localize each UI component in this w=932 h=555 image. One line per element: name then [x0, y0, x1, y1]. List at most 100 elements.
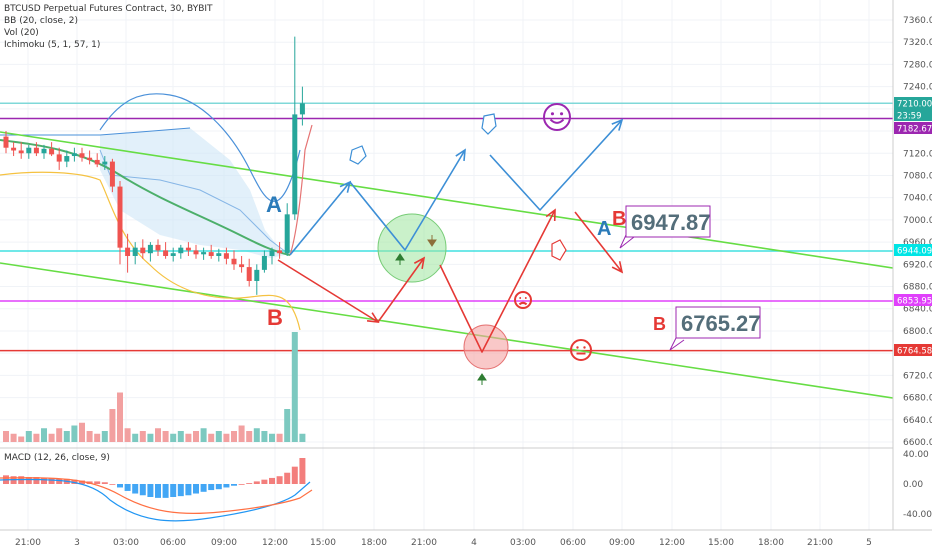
- volume-bar: [261, 431, 268, 442]
- macd-hist-bar: [291, 466, 298, 484]
- macd-hist-bar: [162, 484, 169, 498]
- face-eye: [524, 297, 527, 299]
- time-tick-label: 21:00: [807, 538, 833, 548]
- macd-signal-line: [0, 477, 313, 514]
- up-marker-low: [477, 373, 487, 385]
- macd-hist-bar: [117, 484, 123, 488]
- blue-arrow-3: [489, 119, 623, 211]
- face-outline: [514, 291, 532, 309]
- volume-bar: [200, 428, 207, 442]
- macd-hist-bar: [139, 484, 146, 496]
- red-arrow-3-head: [545, 208, 556, 222]
- blue-arrow-2: [349, 149, 466, 251]
- volume-bar: [10, 433, 17, 442]
- price-badge-text: 7210.00: [897, 100, 932, 110]
- candle-body: [185, 247, 191, 251]
- time-tick-label: 06:00: [160, 538, 186, 548]
- macd-hist-bar: [185, 484, 192, 496]
- volume-bar: [284, 409, 291, 442]
- macd-hist-bar: [25, 477, 32, 484]
- candle-body: [71, 153, 77, 157]
- macd-tick-label: -40.00: [903, 510, 932, 520]
- macd-hist-bar: [147, 484, 154, 497]
- price-badge: [894, 244, 932, 256]
- macd-hist-bar: [132, 484, 139, 494]
- macd-hist-bar: [246, 483, 253, 484]
- price-tick-label: 7360.00: [903, 16, 932, 26]
- blue-arrow-3-head: [611, 118, 624, 131]
- volume-bar: [177, 431, 184, 442]
- candle-body: [102, 161, 108, 165]
- macd-hist-bar: [170, 484, 177, 497]
- volume-bar: [18, 436, 25, 442]
- indicator-label-vol: Vol (20): [4, 28, 39, 38]
- macd-hist-bar: [48, 477, 55, 484]
- candle-body: [11, 147, 17, 151]
- annotation-a-left: A: [266, 192, 282, 217]
- macd-hist-bar: [71, 479, 78, 484]
- face-mouth: [549, 118, 565, 124]
- volume-bar: [147, 433, 154, 442]
- candle-body: [193, 250, 199, 255]
- buy-zone-circle: [377, 213, 447, 283]
- candle-body: [94, 159, 100, 165]
- conversion-line: [289, 124, 313, 256]
- candle-body: [117, 186, 123, 248]
- ichimoku-baseline: [0, 139, 291, 256]
- candle-body: [33, 147, 39, 154]
- macd-hist-bar: [155, 484, 161, 498]
- red-arrow-2: [377, 257, 425, 323]
- price-badge: [894, 294, 932, 306]
- candle-body: [18, 150, 24, 154]
- price-tick-label: 7120.00: [903, 149, 932, 159]
- candle-body: [109, 161, 115, 187]
- price-badge-text: 6764.58: [897, 347, 932, 357]
- candle-body: [125, 247, 131, 256]
- price-tick-label: 7000.00: [903, 216, 932, 226]
- callout-6765: 6765.27: [669, 306, 761, 351]
- price-tick-label: 7280.00: [903, 60, 932, 70]
- up-marker: [395, 253, 405, 265]
- candle-body: [246, 267, 252, 281]
- candle-body: [284, 214, 290, 254]
- volume-bar: [276, 433, 283, 442]
- macd-hist-bar: [215, 484, 222, 490]
- candle-body: [299, 103, 305, 115]
- candle-body: [254, 269, 260, 281]
- annotation-a-right: A: [597, 218, 611, 240]
- macd-hist-bar: [79, 480, 85, 484]
- pointing-hand-icon: [349, 145, 367, 165]
- macd-hist-bar: [33, 477, 40, 484]
- volume-bar: [291, 332, 298, 442]
- volume-bar: [63, 431, 70, 442]
- price-badge-text: 6944.09: [897, 247, 932, 257]
- volume-bar: [223, 433, 230, 442]
- volume-bar: [139, 431, 146, 442]
- candle-body: [208, 252, 214, 256]
- annotation-b-right: B: [612, 208, 626, 230]
- candle-body: [231, 258, 237, 265]
- chart-title: BTCUSD Perpetual Futures Contract, 30, B…: [4, 4, 213, 14]
- macd-hist-bar: [231, 484, 237, 486]
- down-marker: [427, 235, 437, 247]
- macd-hist-bar: [200, 484, 207, 492]
- face-eye: [583, 346, 586, 349]
- sad-face-icon: [514, 291, 532, 309]
- price-tick-label: 6920.00: [903, 260, 932, 270]
- candle-body: [41, 148, 47, 154]
- time-tick-label: 5: [866, 538, 872, 548]
- macd-tick-label: 0.00: [903, 480, 923, 490]
- callout-6947: 6947.87: [619, 205, 711, 249]
- macd-hist-bar: [41, 477, 47, 484]
- candle-body: [155, 244, 161, 251]
- candle-body: [170, 253, 176, 256]
- candle-body: [269, 250, 275, 256]
- indicator-lines: [0, 93, 313, 331]
- volume-bar: [208, 433, 215, 442]
- candle-body: [292, 114, 298, 215]
- time-tick-label: 21:00: [15, 538, 41, 548]
- annotation-b-left: B: [267, 305, 283, 330]
- pointing-hand-icon: [551, 239, 567, 261]
